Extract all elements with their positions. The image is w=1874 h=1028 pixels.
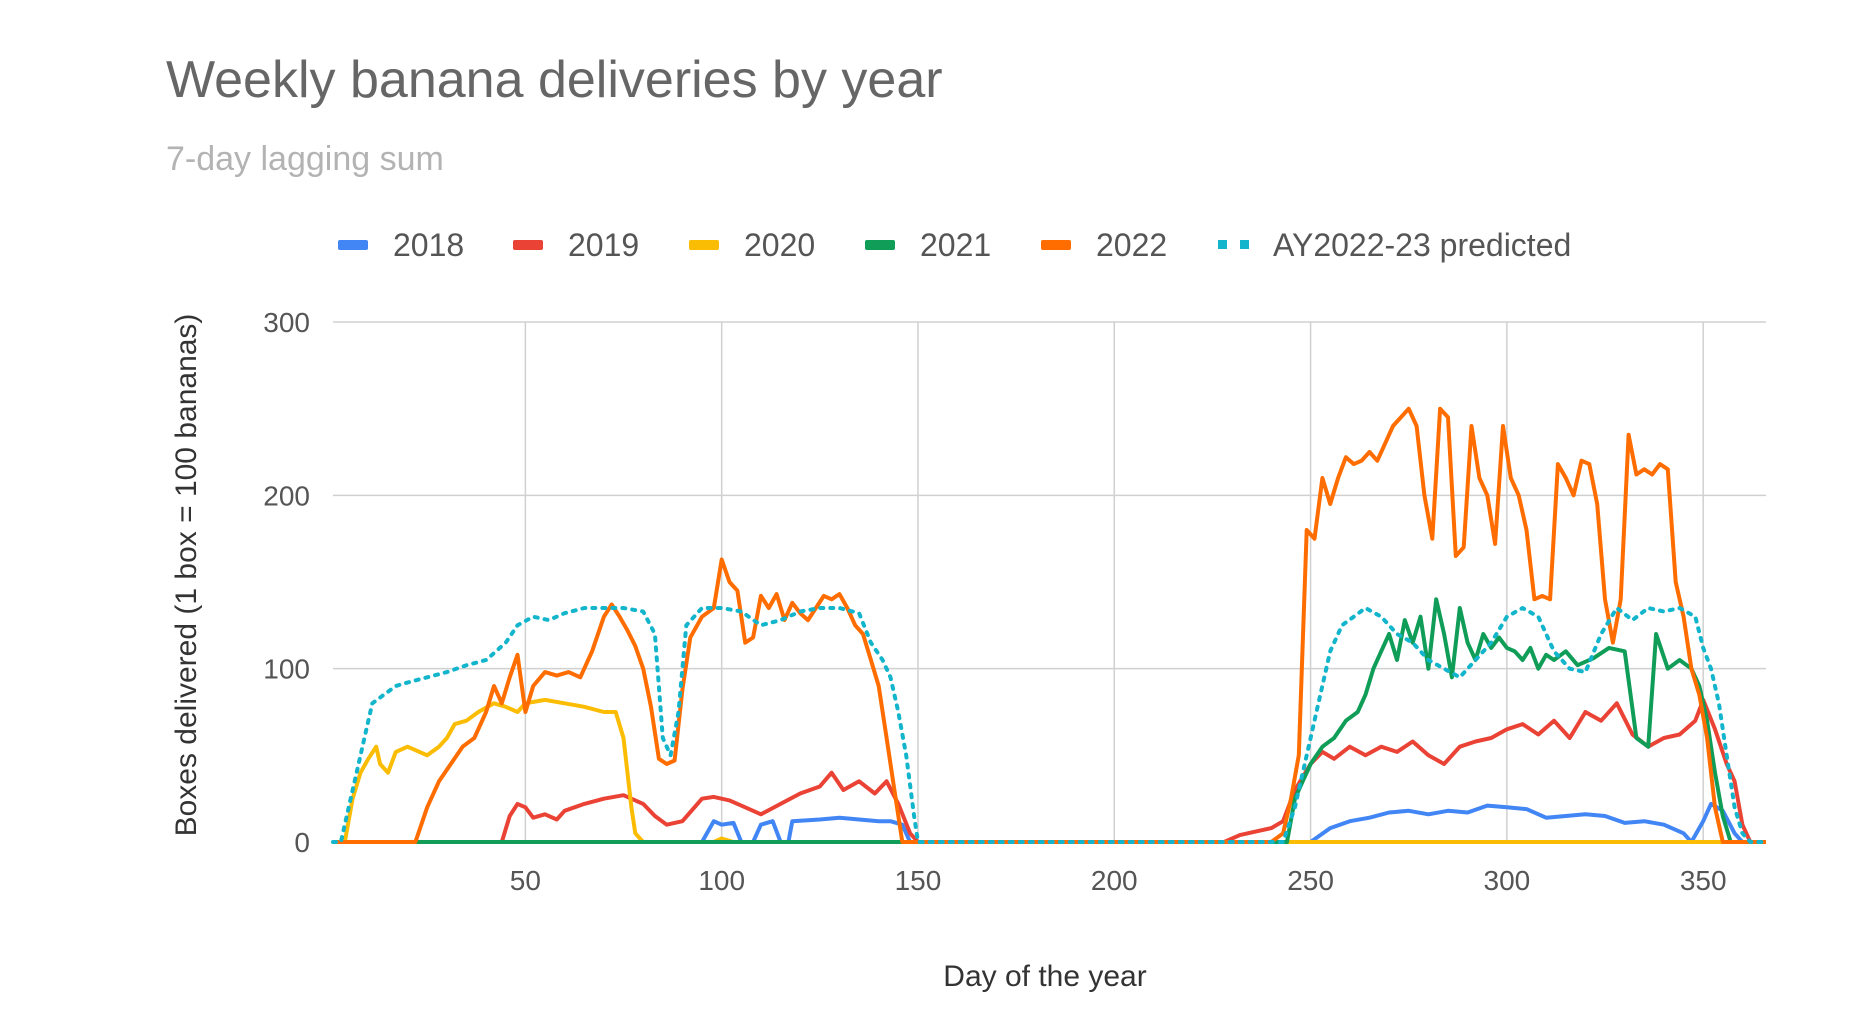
x-axis-title: Day of the year [943, 960, 1146, 993]
y-tick-label: 300 [263, 307, 310, 338]
x-tick-label: 50 [510, 865, 541, 896]
legend-swatch [1218, 240, 1227, 249]
legend-swatch [513, 240, 543, 250]
y-axis-title: Boxes delivered (1 box = 100 bananas) [170, 314, 203, 837]
legend-label: 2021 [920, 227, 991, 263]
series-line-ay2022-23-predicted [331, 606, 1768, 844]
plot-area [331, 406, 1768, 844]
legend-swatch [689, 240, 719, 250]
axis-ticks: 0 100 200 300 50 100 150 200 250 300 350 [263, 307, 1726, 896]
legend-label: 2018 [393, 227, 464, 263]
chart-title: Weekly banana deliveries by year [166, 51, 943, 109]
legend-label: 2022 [1096, 227, 1167, 263]
x-tick-label: 150 [895, 865, 942, 896]
legend-swatch [1240, 240, 1249, 249]
series-line-2018 [333, 801, 1766, 844]
series-line-2019 [333, 697, 1766, 844]
chart-subtitle: 7-day lagging sum [166, 140, 444, 178]
legend-swatch [865, 240, 895, 250]
legend-swatch [338, 240, 368, 250]
x-tick-label: 250 [1287, 865, 1334, 896]
x-tick-label: 350 [1680, 865, 1727, 896]
series-line-2021 [333, 597, 1766, 844]
x-tick-label: 200 [1091, 865, 1138, 896]
legend-label: AY2022-23 predicted [1273, 227, 1571, 263]
legend-label: 2020 [744, 227, 815, 263]
y-tick-label: 0 [294, 827, 310, 858]
legend-swatch [1041, 240, 1071, 250]
x-tick-label: 100 [698, 865, 745, 896]
y-tick-label: 100 [263, 654, 310, 685]
y-tick-label: 200 [263, 480, 310, 511]
legend: 2018 2019 2020 2021 2022 AY2022-23 predicted [338, 227, 1571, 263]
series-line-2022 [333, 406, 1766, 844]
series-line-2020 [333, 697, 1766, 844]
legend-label: 2019 [568, 227, 639, 263]
x-tick-label: 300 [1484, 865, 1531, 896]
